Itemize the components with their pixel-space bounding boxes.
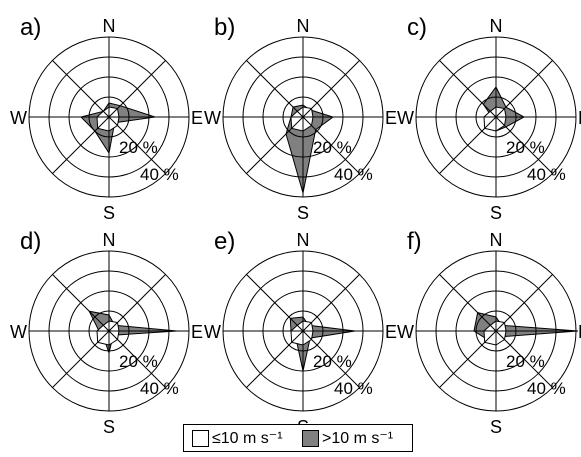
ring-label: 40 % (527, 165, 566, 184)
compass-label-s: S (103, 417, 115, 437)
grid-spoke (108, 274, 166, 332)
wind-rose-svg: N E S W 20 % 40 % (10, 230, 203, 437)
legend-label-high: >10 m s⁻¹ (322, 430, 394, 447)
wind-rose-panel: f) N E S W 20 % 40 % (387, 214, 581, 437)
compass-label-e: E (385, 108, 397, 128)
grid-spoke (108, 60, 166, 118)
compass-label-n: N (103, 16, 116, 36)
legend: ≤10 m s⁻¹ >10 m s⁻¹ (183, 424, 413, 452)
wind-rose-svg: N E S W 20 % 40 % (397, 230, 581, 437)
ring-label: 20 % (313, 352, 352, 371)
ring-label: 40 % (334, 165, 373, 184)
compass-label-e: E (578, 108, 581, 128)
grid-spoke (302, 274, 360, 332)
grid-spoke (302, 60, 360, 118)
grid-spoke (495, 274, 553, 332)
legend-item-high: >10 m s⁻¹ (302, 428, 393, 448)
compass-label-n: N (103, 230, 116, 250)
compass-label-e: E (191, 322, 203, 342)
grid-spoke (52, 116, 110, 174)
wind-rose-panel: d) N E S W 20 % 40 % (0, 214, 203, 437)
compass-label-n: N (490, 16, 503, 36)
compass-label-w: W (204, 322, 221, 342)
wind-rose-svg: N E S W 20 % 40 % (10, 16, 203, 223)
grid-spoke (495, 116, 553, 174)
panel-label: e) (214, 228, 236, 255)
grid-spoke (108, 116, 166, 174)
grid-spoke (246, 116, 304, 174)
compass-label-e: E (191, 108, 203, 128)
grid-spoke (302, 330, 360, 388)
grid-spoke (246, 274, 304, 332)
grid-spoke (108, 330, 166, 388)
grid-spoke (439, 274, 497, 332)
wind-rose-panel: a) N E S W 20 % 40 % (0, 0, 203, 223)
grid-spoke (495, 330, 553, 388)
compass-label-w: W (204, 108, 221, 128)
wind-rose-svg: N E S W 20 % 40 % (204, 16, 397, 223)
panel-label: a) (20, 14, 42, 41)
wind-rose-panel: c) N E S W 20 % 40 % (387, 0, 581, 223)
grid-spoke (439, 60, 497, 118)
compass-label-s: S (490, 417, 502, 437)
compass-label-s: S (103, 203, 115, 223)
grid-spoke (302, 116, 360, 174)
ring-label: 20 % (119, 138, 158, 157)
grid-spoke (439, 116, 497, 174)
grid-spoke (52, 274, 110, 332)
compass-label-e: E (578, 322, 581, 342)
panel-label: d) (20, 228, 42, 255)
legend-swatch-high (302, 429, 319, 447)
compass-label-s: S (490, 203, 502, 223)
legend-swatch-low (192, 429, 209, 447)
legend-label-low: ≤10 m s⁻¹ (212, 430, 283, 447)
wind-rose-svg: N E S W 20 % 40 % (397, 16, 581, 223)
grid-spoke (52, 330, 110, 388)
compass-label-e: E (385, 322, 397, 342)
legend-item-low: ≤10 m s⁻¹ (192, 428, 283, 448)
ring-label: 40 % (334, 379, 373, 398)
grid-spoke (246, 330, 304, 388)
wind-rose-panel: b) N E S W 20 % 40 % (194, 0, 397, 223)
compass-label-n: N (297, 16, 310, 36)
ring-label: 40 % (140, 379, 179, 398)
panel-label: c) (407, 14, 427, 41)
compass-label-n: N (297, 230, 310, 250)
ring-label: 20 % (506, 352, 545, 371)
compass-label-w: W (397, 108, 414, 128)
compass-label-w: W (10, 108, 27, 128)
compass-label-n: N (490, 230, 503, 250)
grid-spoke (52, 60, 110, 118)
ring-label: 40 % (140, 165, 179, 184)
grid-spoke (439, 330, 497, 388)
grid-spoke (246, 60, 304, 118)
compass-label-w: W (10, 322, 27, 342)
ring-label: 20 % (506, 138, 545, 157)
compass-label-w: W (397, 322, 414, 342)
grid-spoke (495, 60, 553, 118)
ring-label: 40 % (527, 379, 566, 398)
ring-label: 20 % (119, 352, 158, 371)
compass-label-s: S (297, 203, 309, 223)
ring-label: 20 % (313, 138, 352, 157)
panel-label: b) (214, 14, 236, 41)
panel-label: f) (407, 228, 422, 255)
